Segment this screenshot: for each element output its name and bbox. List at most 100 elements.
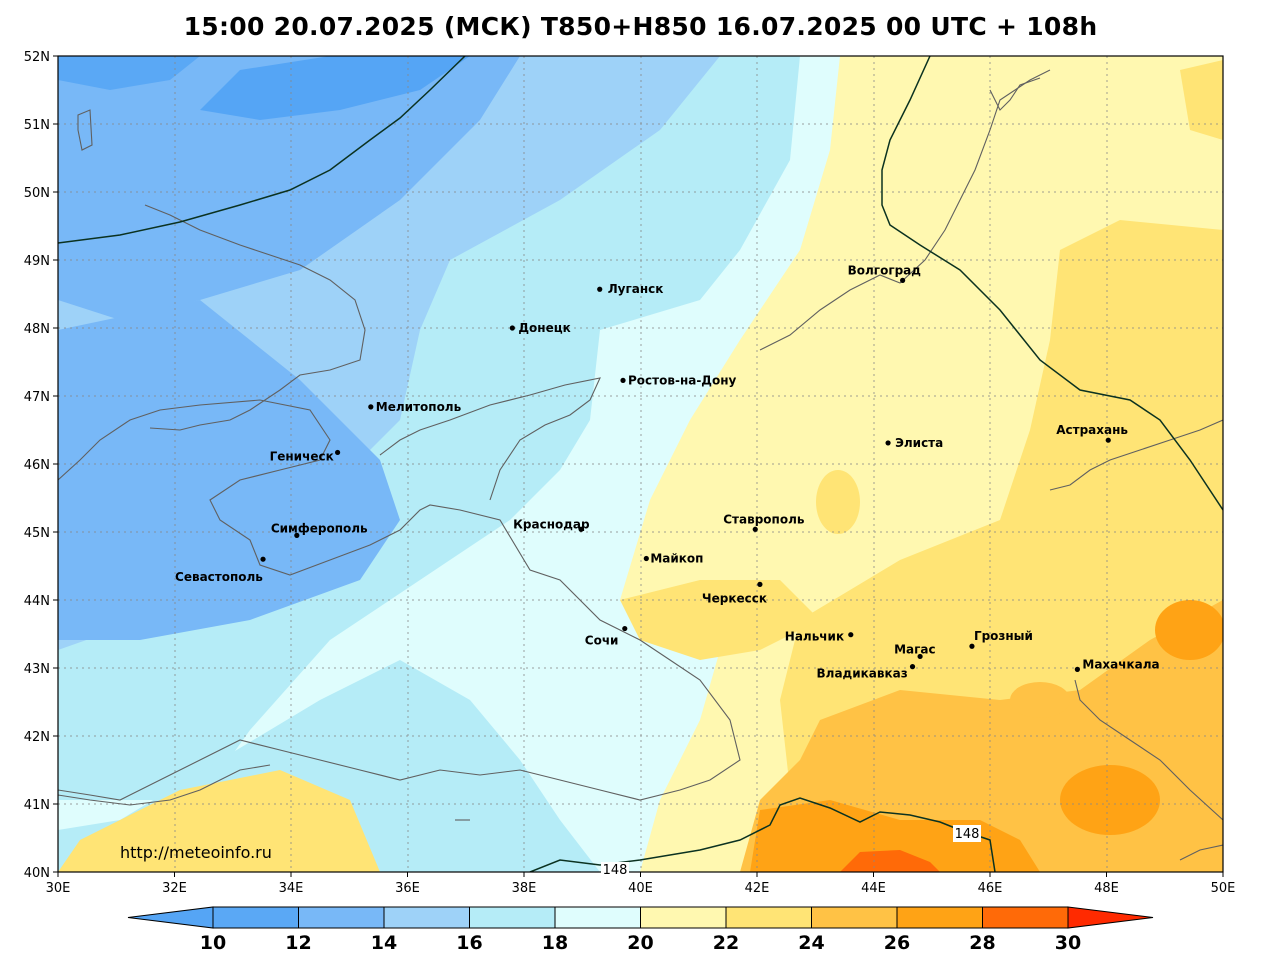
lon-label: 32E bbox=[162, 881, 187, 896]
band-22-24-spot bbox=[816, 470, 860, 534]
colorbar-segment bbox=[298, 906, 385, 929]
lon-label: 48E bbox=[1094, 881, 1119, 896]
lon-label: 30E bbox=[46, 881, 71, 896]
colorbar-segment bbox=[383, 906, 470, 929]
lat-label: 42N bbox=[24, 730, 50, 745]
city-label: Ставрополь bbox=[723, 512, 805, 526]
lon-label: 36E bbox=[395, 881, 420, 896]
lon-label: 44E bbox=[861, 881, 886, 896]
city-marker: Астрахань bbox=[1056, 423, 1128, 443]
band-12-14 bbox=[58, 56, 520, 320]
city-marker: Волгоград bbox=[848, 263, 922, 283]
city-dot bbox=[335, 449, 341, 456]
colorbar-segment bbox=[982, 906, 1069, 929]
band-26-28-spot bbox=[1060, 765, 1160, 835]
colorbar-label: 30 bbox=[1055, 932, 1081, 954]
lat-label: 47N bbox=[24, 390, 50, 405]
city-label: Астрахань bbox=[1056, 423, 1128, 437]
city-dot bbox=[597, 286, 603, 292]
colorbar-label: 24 bbox=[798, 932, 824, 954]
city-dot bbox=[917, 653, 923, 660]
city-markers: Волгоград Луганск Донецк Ростов-на-Дону Мели… bbox=[175, 263, 1160, 680]
lat-label: 43N bbox=[24, 662, 50, 677]
colorbar-label: 10 bbox=[200, 932, 226, 954]
band-12-14-crimea bbox=[58, 300, 400, 640]
city-label: Черкесск bbox=[702, 591, 767, 605]
city-dot bbox=[509, 325, 515, 331]
temperature-field bbox=[58, 56, 1223, 872]
longitude-axis-labels: 30E 32E 34E 36E 38E 40E 42E 44E 46E 48E 50E bbox=[46, 872, 1236, 896]
lon-label: 40E bbox=[628, 881, 653, 896]
lat-label: 50N bbox=[24, 186, 50, 201]
lat-label: 52N bbox=[24, 50, 50, 65]
colorbar-segment bbox=[469, 906, 556, 929]
city-dot bbox=[578, 526, 584, 532]
city-marker: Донецк bbox=[509, 321, 571, 335]
band-28-30 bbox=[840, 850, 940, 872]
city-marker: Магас bbox=[894, 642, 936, 660]
lon-label: 38E bbox=[512, 881, 537, 896]
band-22-24-top bbox=[1180, 60, 1223, 140]
city-dot bbox=[620, 377, 626, 383]
band-22-24-sw bbox=[58, 770, 380, 872]
city-marker: Нальчик bbox=[785, 630, 854, 644]
band-24-26-spot bbox=[1010, 682, 1070, 718]
colorbar-label: 26 bbox=[884, 932, 910, 954]
colorbar-arrow-low bbox=[127, 906, 214, 929]
lat-label: 48N bbox=[24, 322, 50, 337]
city-marker: Черкесск bbox=[702, 581, 767, 605]
colorbar-segment bbox=[212, 906, 299, 929]
height-label-148-east: 148 bbox=[955, 827, 980, 842]
city-label: Сочи bbox=[585, 634, 619, 648]
band-26-28 bbox=[750, 800, 1040, 872]
city-dot bbox=[969, 643, 975, 649]
colorbar-label: 28 bbox=[969, 932, 995, 954]
colorbar-segment bbox=[554, 906, 641, 929]
lat-label: 51N bbox=[24, 118, 50, 133]
city-dot bbox=[368, 404, 374, 410]
lon-label: 34E bbox=[279, 881, 304, 896]
city-label: Нальчик bbox=[785, 630, 844, 644]
city-dot bbox=[909, 664, 916, 670]
city-label: Симферополь bbox=[271, 521, 368, 535]
city-label: Владикавказ bbox=[817, 667, 908, 681]
lon-label: 50E bbox=[1211, 881, 1236, 896]
city-label: Волгоград bbox=[848, 263, 922, 277]
colorbar-segment bbox=[811, 906, 898, 929]
lat-label: 49N bbox=[24, 254, 50, 269]
city-marker: Мелитополь bbox=[368, 400, 462, 414]
height-contours bbox=[58, 56, 1223, 872]
city-label: Донецк bbox=[518, 321, 570, 335]
lat-label: 45N bbox=[24, 526, 50, 541]
city-dot bbox=[757, 581, 763, 587]
city-label: Геническ bbox=[270, 449, 334, 463]
colorbar-segment bbox=[640, 906, 727, 929]
band-10-12 bbox=[200, 56, 470, 120]
colorbar-label: 18 bbox=[542, 932, 568, 954]
lat-label: 40N bbox=[24, 866, 50, 881]
height-contour-labels: 148 148 bbox=[601, 825, 981, 878]
colorbar-segment bbox=[725, 906, 812, 929]
city-marker: Луганск bbox=[597, 282, 663, 296]
city-dot bbox=[848, 632, 854, 638]
city-marker: Грозный bbox=[969, 629, 1033, 649]
lon-label: 42E bbox=[745, 881, 770, 896]
city-label: Севастополь bbox=[175, 570, 263, 584]
city-label: Ростов-на-Дону bbox=[628, 373, 737, 387]
lat-label: 41N bbox=[24, 798, 50, 813]
map-title: 15:00 20.07.2025 (МСК) T850+H850 16.07.2… bbox=[183, 12, 1098, 41]
colorbar-arrow-high bbox=[1067, 906, 1154, 929]
city-label: Махачкала bbox=[1082, 657, 1159, 671]
city-dot bbox=[622, 625, 628, 632]
city-marker: Сочи bbox=[585, 625, 628, 648]
city-dot bbox=[260, 556, 266, 562]
city-label: Майкоп bbox=[650, 552, 703, 566]
city-marker: Севастополь bbox=[175, 556, 266, 584]
watermark-url: http://meteoinfo.ru bbox=[120, 843, 272, 862]
city-dot bbox=[1074, 666, 1080, 672]
colorbar-label: 12 bbox=[285, 932, 311, 954]
city-marker: Владикавказ bbox=[817, 664, 916, 681]
colorbar-label: 16 bbox=[456, 932, 482, 954]
city-marker: Ростов-на-Дону bbox=[620, 373, 737, 387]
